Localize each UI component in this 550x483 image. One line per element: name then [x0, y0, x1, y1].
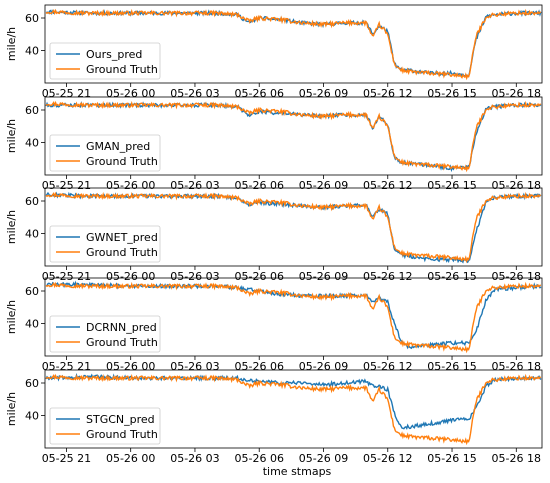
legend-label-pred: DCRNN_pred [86, 321, 157, 334]
x-tick-label: 05-26 15 [427, 87, 476, 100]
x-tick-label: 05-26 18 [492, 452, 541, 465]
legend-label-pred: GMAN_pred [86, 140, 150, 153]
legend-label-pred: STGCN_pred [86, 413, 155, 426]
panel-3: mile/h 40 60 05-25 21 05-26 00 05-26 03 05-26 … [5, 277, 543, 373]
x-tick-label: 05-26 09 [299, 179, 348, 192]
legend-label-pred: GWNET_pred [86, 231, 158, 244]
y-axis-label: mile/h [5, 119, 18, 153]
x-tick-label: 05-26 09 [299, 360, 348, 373]
truth-series-line [45, 191, 541, 264]
x-tick-label: 05-25 21 [42, 87, 91, 100]
plot-lines [45, 280, 542, 354]
y-tick-label: 40 [25, 137, 39, 150]
x-tick-label: 05-26 00 [106, 270, 155, 283]
legend-box [49, 315, 161, 353]
axes-frame [44, 369, 543, 449]
legend-label-truth: Ground Truth [86, 246, 158, 259]
y-tick-label: 40 [25, 228, 39, 241]
y-tick-label: 60 [25, 285, 39, 298]
y-tick-label: 60 [25, 195, 39, 208]
legend-label-truth: Ground Truth [86, 63, 158, 76]
y-axis-label: mile/h [5, 300, 18, 334]
x-tick-label: 05-25 21 [42, 452, 91, 465]
y-tick-label: 60 [25, 377, 39, 390]
x-tick-label: 05-26 12 [363, 270, 412, 283]
plot-lines [45, 8, 542, 81]
y-tick-label: 40 [25, 410, 39, 423]
x-tick-label: 05-26 12 [363, 360, 412, 373]
x-tick-label: 05-26 03 [170, 179, 219, 192]
y-tick-label: 40 [25, 318, 39, 331]
plot-lines [45, 100, 542, 173]
y-axis-label: mile/h [5, 392, 18, 426]
y-tick-label: 60 [25, 104, 39, 117]
legend-box [49, 42, 161, 80]
x-tick-label: 05-26 15 [427, 452, 476, 465]
legend-box [49, 407, 161, 445]
y-tick-label: 40 [25, 45, 39, 58]
x-tick-label: 05-26 09 [299, 452, 348, 465]
x-tick-label: 05-25 21 [42, 360, 91, 373]
x-tick-label: 05-26 00 [106, 360, 155, 373]
x-tick-label: 05-26 09 [299, 270, 348, 283]
x-tick-label: 05-26 15 [427, 179, 476, 192]
axes-frame [44, 96, 543, 176]
x-tick-label: 05-26 12 [363, 452, 412, 465]
x-tick-label: 05-26 06 [234, 360, 283, 373]
plot-lines [45, 191, 542, 264]
x-tick-label: 05-26 00 [106, 87, 155, 100]
plot-lines [45, 372, 542, 446]
panel-1: mile/h 40 60 05-25 21 05-26 00 05-26 03 05-26 … [5, 96, 543, 192]
legend: DCRNN_pred Ground Truth [49, 315, 161, 353]
panel-4: mile/h 40 60 05-25 21 05-26 00 05-26 03 05-26 … [5, 369, 543, 465]
legend-label-truth: Ground Truth [86, 336, 158, 349]
x-tick-label: 05-25 21 [42, 179, 91, 192]
legend-box [49, 134, 161, 172]
y-tick-label: 60 [25, 12, 39, 25]
y-axis-label: mile/h [5, 210, 18, 244]
axes-frame [44, 277, 543, 357]
legend-box [49, 225, 161, 263]
x-tick-label: 05-26 15 [427, 270, 476, 283]
x-tick-label: 05-25 21 [42, 270, 91, 283]
x-tick-label: 05-26 12 [363, 179, 412, 192]
x-tick-label: 05-26 18 [492, 87, 541, 100]
legend-label-pred: Ours_pred [86, 48, 142, 61]
legend-label-truth: Ground Truth [86, 155, 158, 168]
x-tick-label: 05-26 00 [106, 452, 155, 465]
x-tick-label: 05-26 15 [427, 360, 476, 373]
x-tick-label: 05-26 18 [492, 360, 541, 373]
x-tick-label: 05-26 06 [234, 87, 283, 100]
x-tick-label: 05-26 03 [170, 360, 219, 373]
x-tick-label: 05-26 03 [170, 452, 219, 465]
truth-series-line [45, 373, 541, 446]
legend: GWNET_pred Ground Truth [49, 225, 161, 263]
legend: STGCN_pred Ground Truth [49, 407, 161, 445]
truth-series-line [45, 100, 541, 173]
x-tick-label: 05-26 12 [363, 87, 412, 100]
truth-series-line [45, 8, 541, 81]
panel-2: mile/h 40 60 05-25 21 05-26 00 05-26 03 05-26 … [5, 187, 543, 283]
x-tick-label: 05-26 18 [492, 270, 541, 283]
axes-frame [44, 187, 543, 267]
x-tick-label: 05-26 06 [234, 270, 283, 283]
x-tick-label: 05-26 09 [299, 87, 348, 100]
legend: Ours_pred Ground Truth [49, 42, 161, 80]
x-axis-label: time stmaps [263, 465, 332, 478]
y-axis-label: mile/h [5, 27, 18, 61]
x-tick-label: 05-26 06 [234, 452, 283, 465]
x-tick-label: 05-26 18 [492, 179, 541, 192]
axes-frame [44, 4, 543, 84]
legend-label-truth: Ground Truth [86, 428, 158, 441]
x-tick-label: 05-26 06 [234, 179, 283, 192]
x-tick-label: 05-26 00 [106, 179, 155, 192]
legend: GMAN_pred Ground Truth [49, 134, 161, 172]
x-tick-label: 05-26 03 [170, 87, 219, 100]
panel-0: mile/h 40 60 05-25 21 05-26 00 05-26 03 05-26 … [5, 4, 543, 100]
truth-series-line [45, 281, 541, 354]
x-tick-label: 05-26 03 [170, 270, 219, 283]
